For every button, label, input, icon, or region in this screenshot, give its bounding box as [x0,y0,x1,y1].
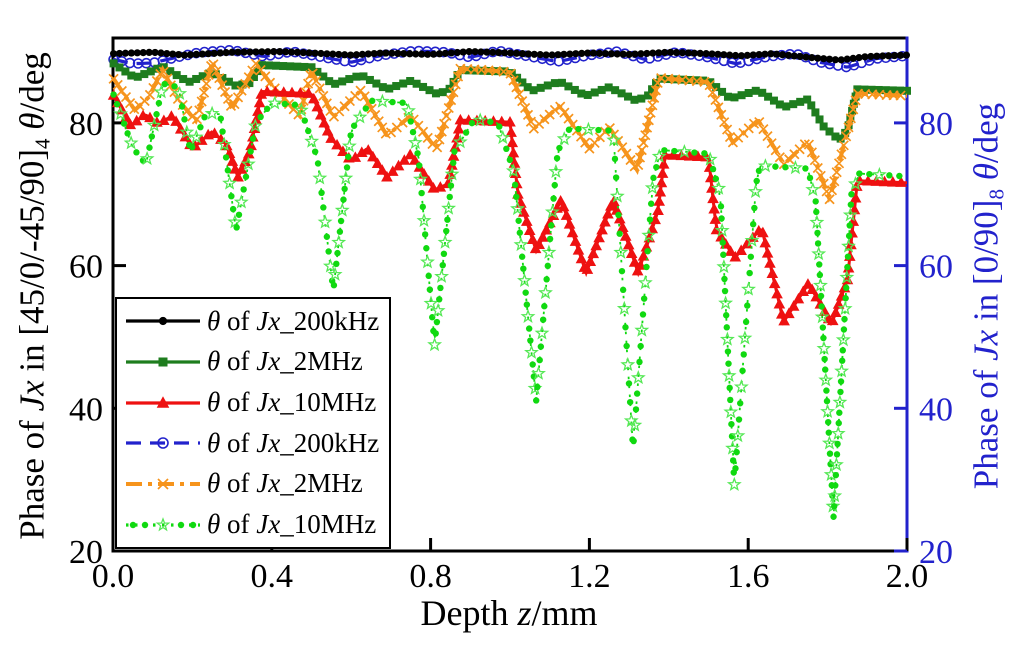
legend-row-1: θ of Jx_2MHz [123,342,389,382]
legend-label-2: θ of Jx_10MHz [207,387,377,418]
x-tick-label: 0.0 [92,558,135,595]
legend-sample-3 [126,437,200,450]
y-right-tick-label: 60 [919,249,953,286]
legend-row-5: θ of Jx_10MHz [123,505,389,545]
legend-row-0: θ of Jx_200kHz [123,301,389,341]
legend-label-3: θ of Jx_200kHz [207,427,380,458]
legend-label-5: θ of Jx_10MHz [207,509,377,540]
y-left-tick-label: 20 [69,534,103,571]
x-tick-label: 0.4 [251,558,294,595]
y-left-tick-label: 40 [69,391,103,428]
legend-row-3: θ of Jx_200kHz [123,423,389,463]
legend-sample-5 [126,516,200,532]
y-left-tick-label: 60 [69,249,103,286]
y-axis-label-left: Phase of Jx in [45/0/-45/90]4 θ/deg [12,52,55,540]
legend-row-4: θ of Jx_2MHz [123,464,389,504]
y-right-tick-label: 80 [919,106,953,143]
series-5 [110,80,908,520]
x-tick-label: 1.6 [727,558,770,595]
legend-row-2: θ of Jx_10MHz [123,383,389,423]
legend-sample-4 [126,478,200,490]
x-tick-label: 2.0 [886,558,929,595]
legend-sample-0 [126,317,200,326]
series-0 [109,47,911,64]
legend-sample-1 [126,357,200,367]
legend-label-0: θ of Jx_200kHz [207,305,380,336]
legend-label-1: θ of Jx_2MHz [207,346,363,377]
y-left-tick-label: 80 [69,106,103,143]
legend-box: θ of Jx_200kHz θ of Jx_2MHz θ of Jx_10MHz θ… [115,297,391,549]
y-axis-label-right: Phase of Jx in [0/90]8 θ/deg [966,102,1009,490]
y-right-tick-label: 20 [919,534,953,571]
legend-sample-2 [126,395,200,408]
x-tick-label: 1.2 [568,558,611,595]
series-4 [108,55,908,205]
series-2 [107,85,907,327]
x-axis-label: Depth z/mm [420,593,598,633]
y-right-tick-label: 40 [919,391,953,428]
legend-label-4: θ of Jx_2MHz [207,468,363,499]
x-tick-label: 0.8 [409,558,452,595]
